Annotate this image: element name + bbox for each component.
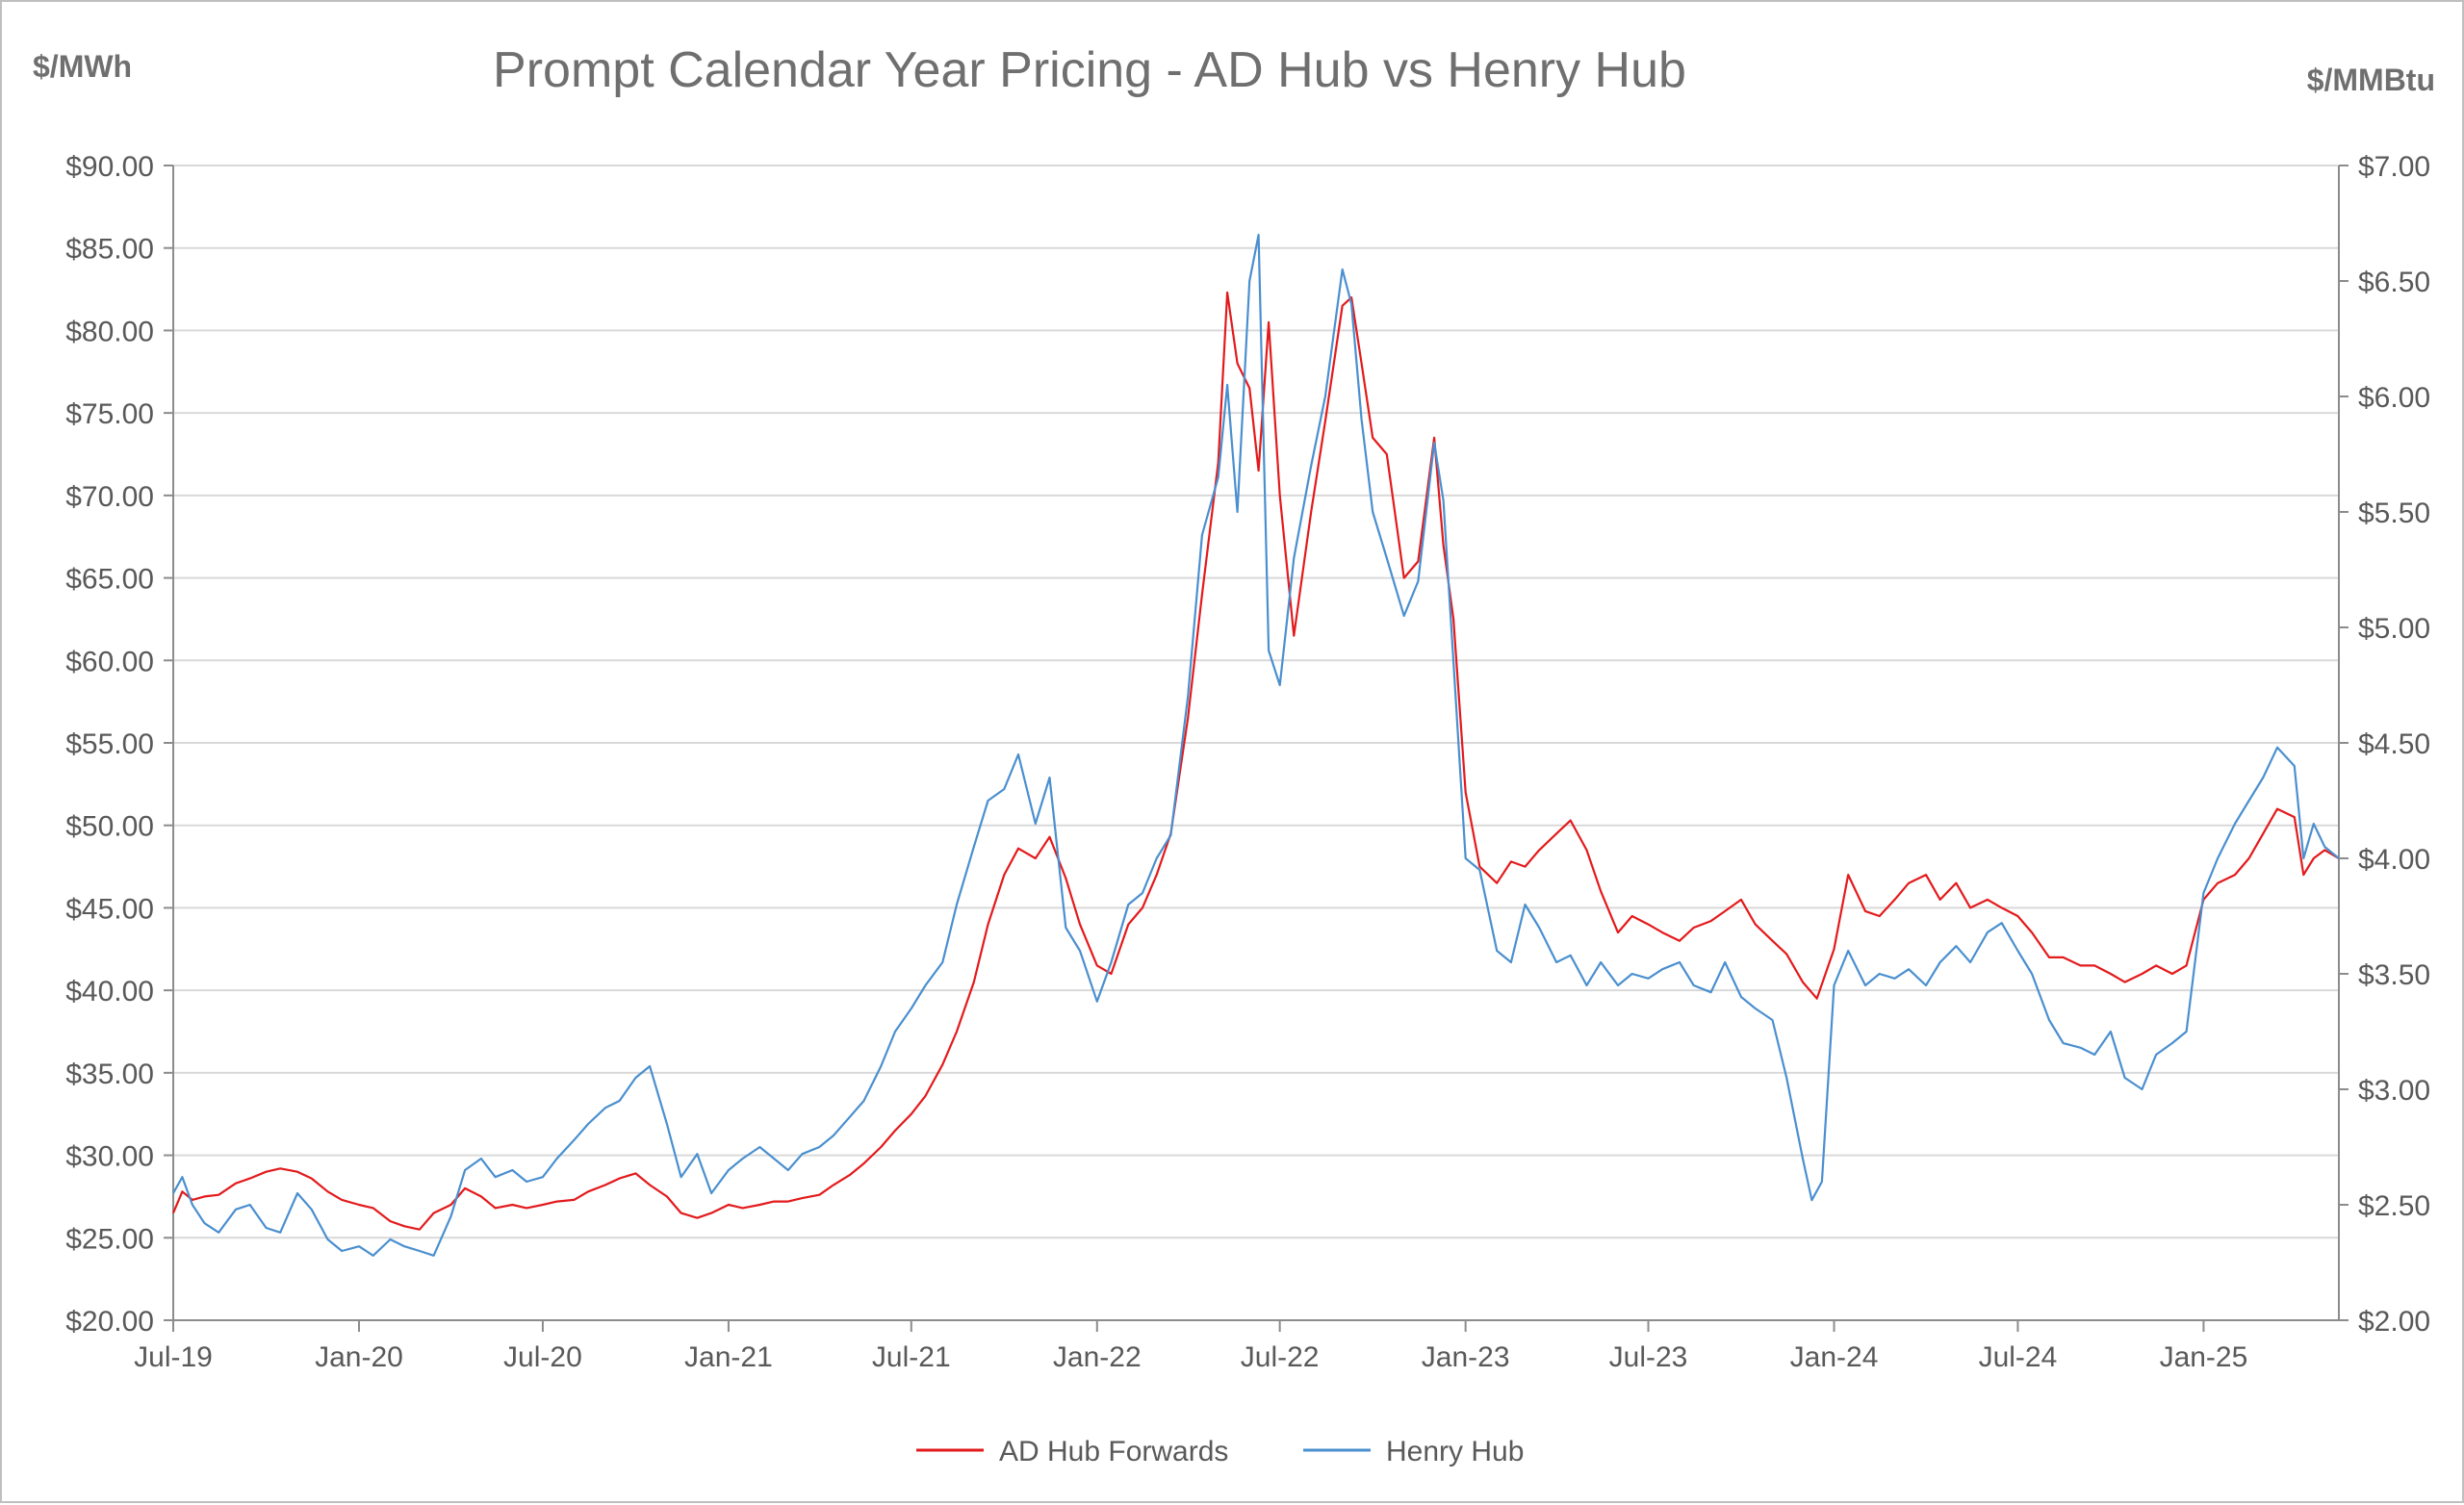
- y-right-tick-label: $3.00: [2358, 1075, 2430, 1107]
- y-left-tick-label: $75.00: [65, 398, 154, 430]
- y-right-tick-label: $2.00: [2358, 1306, 2430, 1338]
- y-left-tick-label: $40.00: [65, 976, 154, 1008]
- y-left-tick-label: $20.00: [65, 1306, 154, 1338]
- y-right-tick-label: $4.00: [2358, 844, 2430, 876]
- left-axis-unit: $/MWh: [33, 49, 132, 84]
- axes: $20.00 $25.00 $30.00 $35.00 $40.00 $45.00 $50.…: [65, 151, 2430, 1373]
- y-left-tick-label: $35.00: [65, 1059, 154, 1090]
- x-tick-label: Jul-19: [134, 1341, 213, 1373]
- x-tick-label: Jan-22: [1053, 1341, 1142, 1373]
- x-tick-label: Jul-22: [1241, 1341, 1320, 1373]
- ad-hub-forwards-line: [171, 291, 2340, 1231]
- y-left-tick-label: $55.00: [65, 728, 154, 760]
- x-tick-label: Jul-23: [1609, 1341, 1688, 1373]
- henry-hub-line: [172, 233, 2340, 1257]
- y-left-tick-label: $60.00: [65, 646, 154, 677]
- x-tick-label: Jan-20: [315, 1341, 403, 1373]
- legend-label-ad-hub: AD Hub Forwards: [999, 1436, 1228, 1467]
- right-axis-unit: $/MMBtu: [2307, 63, 2435, 97]
- y-right-tick-label: $7.00: [2358, 151, 2430, 183]
- gridlines: [173, 165, 2339, 1239]
- y-right-tick-label: $5.50: [2358, 497, 2430, 529]
- y-left-tick-label: $45.00: [65, 893, 154, 925]
- y-left-tick-label: $25.00: [65, 1223, 154, 1255]
- y-left-tick-label: $90.00: [65, 151, 154, 183]
- y-left-tick-label: $70.00: [65, 481, 154, 513]
- legend: AD Hub Forwards Henry Hub: [916, 1436, 1524, 1467]
- x-tick-label: Jan-25: [2160, 1341, 2248, 1373]
- x-tick-label: Jan-24: [1790, 1341, 1879, 1373]
- x-tick-label: Jan-23: [1422, 1341, 1510, 1373]
- y-right-tick-label: $3.50: [2358, 959, 2430, 991]
- y-right-tick-label: $6.00: [2358, 382, 2430, 414]
- y-left-tick-label: $50.00: [65, 811, 154, 843]
- x-tick-label: Jul-21: [872, 1341, 951, 1373]
- x-tick-label: Jul-24: [1979, 1341, 2058, 1373]
- y-left-tick-label: $80.00: [65, 316, 154, 347]
- y-right-tick-label: $6.50: [2358, 267, 2430, 298]
- y-left-tick-label: $30.00: [65, 1141, 154, 1173]
- y-right-tick-label: $5.00: [2358, 613, 2430, 645]
- x-tick-label: Jul-20: [503, 1341, 582, 1373]
- y-right-tick-label: $2.50: [2358, 1190, 2430, 1222]
- series-lines: [171, 233, 2340, 1257]
- legend-label-henry-hub: Henry Hub: [1386, 1436, 1524, 1467]
- chart-title: Prompt Calendar Year Pricing - AD Hub vs…: [493, 42, 1686, 98]
- y-right-tick-label: $4.50: [2358, 728, 2430, 760]
- y-left-tick-label: $65.00: [65, 564, 154, 596]
- y-left-tick-label: $85.00: [65, 234, 154, 266]
- x-tick-label: Jan-21: [684, 1341, 773, 1373]
